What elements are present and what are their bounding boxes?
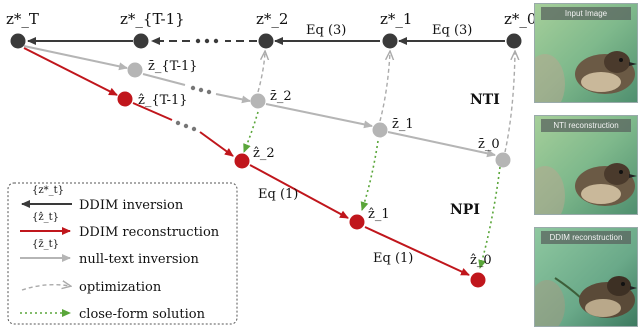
- panel-input-image: Input Image: [534, 3, 638, 103]
- panel-caption-input: Input Image: [541, 7, 631, 20]
- opt-arrow-z1: [379, 52, 390, 122]
- panel-caption-ddim: DDIM reconstruction: [541, 231, 631, 244]
- node-z0-hat: [470, 272, 486, 288]
- legend-symbol-inversion: {z*_t}: [32, 185, 64, 196]
- node-z0-star: [506, 33, 522, 49]
- edge-zTstar-zT1bar: [23, 45, 128, 71]
- legend-line-optimization: [21, 285, 70, 291]
- legend-item-ddim-reconstruction: {ẑ_t} DDIM reconstruction: [20, 212, 220, 240]
- label-eq3-b: Eq (3): [432, 23, 472, 38]
- bird-image-input: [535, 4, 637, 102]
- node-z2-hat: [234, 153, 250, 169]
- node-z2-bar: [250, 93, 266, 109]
- panel-nti-reconstruction: NTI reconstruction: [534, 115, 638, 215]
- node-zT1-bar: [127, 62, 143, 78]
- label-eq3-a: Eq (3): [306, 23, 346, 38]
- legend-item-close-form: close-form solution: [20, 307, 206, 322]
- edge-zT1bar-dots: [142, 73, 186, 86]
- cf-arrow-z1: [360, 140, 379, 211]
- opt-arrow-z0: [504, 52, 515, 153]
- panel-caption-nti: NTI reconstruction: [541, 119, 631, 132]
- cf-arrow-z2: [243, 111, 259, 153]
- bird-image-nti: [535, 116, 637, 214]
- bird-image-ddim: [535, 228, 637, 326]
- legend-symbol-reconstruction: {ẑ_t}: [32, 212, 59, 223]
- legend-label-optimization: optimization: [79, 280, 162, 295]
- label-z0-hat: ẑ_0: [470, 253, 492, 268]
- label-zT1-star: z*_{T-1}: [120, 10, 185, 28]
- panel-ddim-reconstruction: DDIM reconstruction: [534, 227, 638, 327]
- legend-item-ddim-inversion: {z*_t} DDIM inversion: [21, 185, 184, 213]
- edge-zTstar-zT1hat: [23, 47, 118, 96]
- node-zT1-star: [133, 33, 149, 49]
- dots-gray: [190, 85, 212, 95]
- edge-dots-z2hat: [199, 131, 234, 157]
- label-z1-star: z*_1: [380, 10, 412, 28]
- label-nti: NTI: [470, 92, 500, 108]
- edge-z2hat-z1hat: [249, 164, 349, 219]
- legend-label-close-form: close-form solution: [79, 307, 206, 322]
- label-z2-hat: ẑ_2: [253, 146, 275, 161]
- label-zT-star: z*_T: [6, 10, 39, 28]
- legend-symbol-null-text: {z̄_t}: [32, 239, 59, 250]
- legend-label-null-text: null-text inversion: [79, 252, 199, 267]
- legend-label-inversion: DDIM inversion: [79, 198, 184, 213]
- legend-item-optimization: optimization: [21, 280, 162, 295]
- label-eq1-b: Eq (1): [373, 251, 413, 266]
- node-z1-hat: [349, 214, 365, 230]
- node-z1-star: [382, 33, 398, 49]
- edge-z1bar-z0bar: [387, 131, 496, 158]
- dots-top: [195, 38, 219, 44]
- label-z2-bar: z̄_2: [270, 89, 292, 104]
- label-zT1-hat: ẑ_{T-1}: [138, 93, 188, 108]
- label-eq1-a: Eq (1): [258, 187, 298, 202]
- label-zT1-bar: z̄_{T-1}: [148, 59, 198, 74]
- dots-red: [175, 120, 197, 132]
- node-z1-bar: [372, 122, 388, 138]
- edge-z2bar-z1bar: [265, 103, 373, 129]
- label-z1-hat: ẑ_1: [368, 207, 390, 222]
- node-zT-star: [10, 33, 26, 49]
- label-z0-star: z*_0: [504, 10, 536, 28]
- legend-label-reconstruction: DDIM reconstruction: [79, 225, 220, 240]
- opt-arrow-z2: [257, 52, 265, 93]
- node-zT1-hat: [117, 91, 133, 107]
- node-z2-star: [258, 33, 274, 49]
- edge-z1hat-z0hat: [364, 226, 470, 276]
- label-z1-bar: z̄_1: [392, 117, 414, 132]
- edge-dots-z2bar: [215, 93, 251, 104]
- edge-zT1hat-dots: [132, 102, 173, 121]
- node-z0-bar: [495, 152, 511, 168]
- label-z2-star: z*_2: [256, 10, 288, 28]
- cf-arrow-z0: [478, 166, 501, 269]
- label-z0-bar: z̄_0: [478, 137, 500, 152]
- legend-item-null-text-inversion: {z̄_t} null-text inversion: [20, 239, 199, 267]
- label-npi: NPI: [450, 202, 480, 218]
